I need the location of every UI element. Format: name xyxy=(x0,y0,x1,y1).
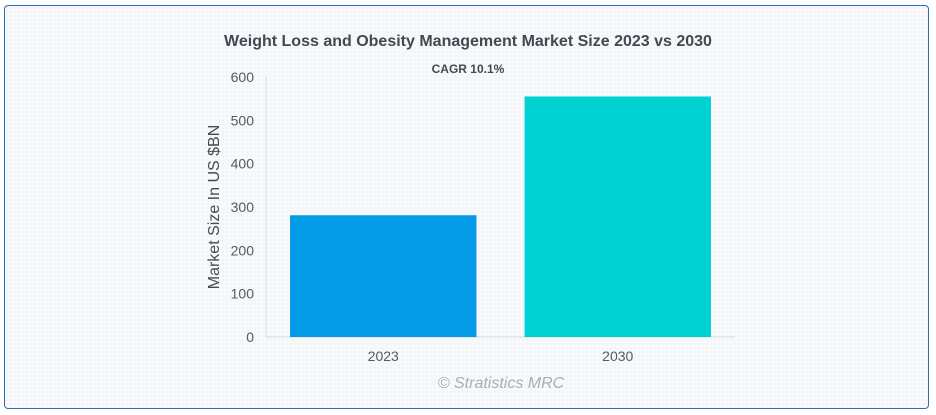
y-tick-label: 400 xyxy=(231,156,255,172)
y-axis: 0 100 200 300 400 500 600 xyxy=(231,69,267,345)
chart-card xyxy=(4,5,929,409)
y-tick-label: 300 xyxy=(231,199,255,215)
bar-2030[interactable] xyxy=(524,96,711,338)
y-axis-title: Market Size In US $BN xyxy=(206,125,223,290)
x-axis: 2023 2030 xyxy=(368,348,634,364)
bars xyxy=(290,96,711,338)
credit-text: © Stratistics MRC xyxy=(438,375,565,392)
y-tick-label: 200 xyxy=(231,242,255,258)
chart-subtitle: CAGR 10.1% xyxy=(432,62,505,76)
y-tick-label: 600 xyxy=(231,69,255,85)
x-tick-label: 2023 xyxy=(368,348,399,364)
y-tick-label: 0 xyxy=(246,329,254,345)
x-tick-label: 2030 xyxy=(602,348,633,364)
bar-2023[interactable] xyxy=(290,215,477,337)
y-tick-label: 500 xyxy=(231,112,255,128)
y-tick-label: 100 xyxy=(231,286,255,302)
chart-title: Weight Loss and Obesity Management Marke… xyxy=(224,33,712,50)
